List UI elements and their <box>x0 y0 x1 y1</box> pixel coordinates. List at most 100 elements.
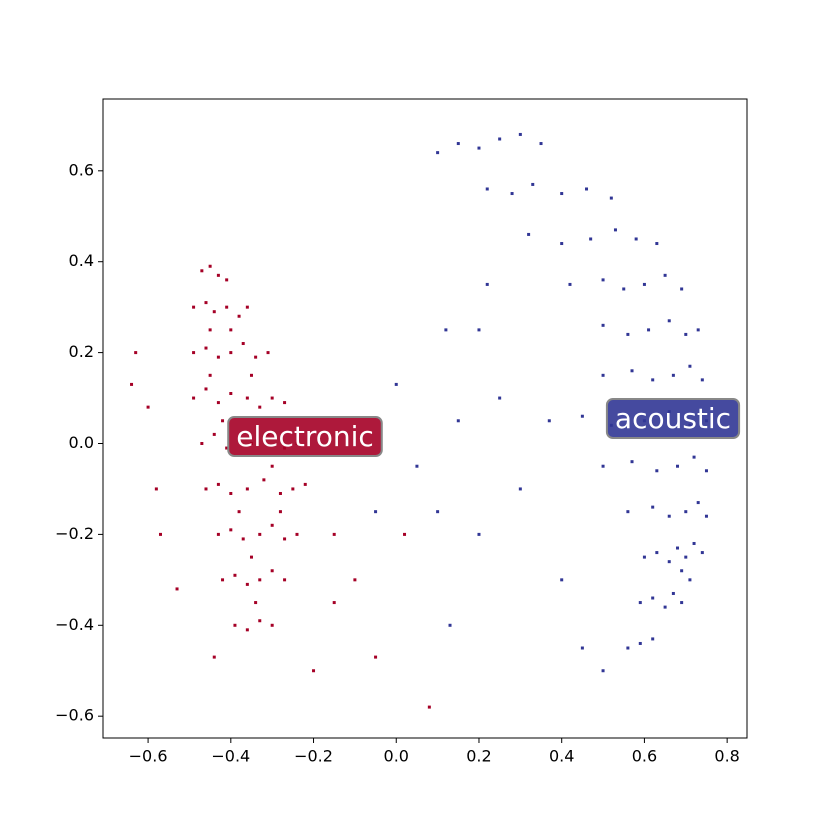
point <box>671 373 675 377</box>
point <box>229 528 233 532</box>
point <box>655 551 659 555</box>
point <box>216 532 220 536</box>
point <box>283 401 287 405</box>
point <box>560 578 564 582</box>
point <box>229 491 233 495</box>
point <box>638 601 642 605</box>
point <box>245 396 249 400</box>
point <box>283 537 287 541</box>
annotation-label: acoustic <box>615 402 731 435</box>
point <box>589 237 593 241</box>
point <box>216 355 220 359</box>
point <box>262 478 266 482</box>
x-tick-label: −0.6 <box>129 747 168 766</box>
point <box>233 623 237 627</box>
point <box>601 464 605 468</box>
point <box>134 351 138 355</box>
point <box>510 192 514 196</box>
point <box>667 319 671 323</box>
point <box>601 669 605 673</box>
x-tick-label: 0.6 <box>632 747 657 766</box>
point <box>245 487 249 491</box>
point <box>704 469 708 473</box>
x-tick-label: −0.4 <box>211 747 250 766</box>
point <box>642 282 646 286</box>
point <box>692 541 696 545</box>
point <box>436 151 440 155</box>
point <box>291 487 295 491</box>
point <box>245 582 249 586</box>
point <box>208 328 212 332</box>
point <box>245 305 249 309</box>
x-tick-label: 0.4 <box>549 747 574 766</box>
x-tick-label: 0.8 <box>714 747 739 766</box>
point <box>680 287 684 291</box>
point <box>403 532 407 536</box>
point <box>241 342 245 346</box>
point <box>444 328 448 332</box>
point <box>130 382 134 386</box>
point <box>295 532 299 536</box>
point <box>249 373 253 377</box>
point <box>394 382 398 386</box>
point <box>692 455 696 459</box>
annotation: electronic <box>227 416 383 457</box>
point <box>601 278 605 282</box>
point <box>547 419 551 423</box>
point <box>613 228 617 232</box>
point <box>192 305 196 309</box>
point <box>266 351 270 355</box>
x-tick-label: 0.0 <box>384 747 409 766</box>
point <box>704 514 708 518</box>
point <box>278 491 282 495</box>
point <box>427 705 431 709</box>
point <box>225 278 229 282</box>
point <box>146 405 150 409</box>
y-tick-label: −0.4 <box>55 615 94 634</box>
point <box>667 560 671 564</box>
point <box>278 510 282 514</box>
point <box>642 555 646 559</box>
point <box>663 605 667 609</box>
point <box>676 464 680 468</box>
point <box>229 328 233 332</box>
x-tick-label: −0.2 <box>294 747 333 766</box>
point <box>212 310 216 314</box>
point <box>684 555 688 559</box>
point <box>531 182 535 186</box>
point <box>254 355 258 359</box>
y-tick-label: 0.6 <box>69 160 94 179</box>
point <box>158 532 162 536</box>
point <box>527 232 531 236</box>
point <box>216 482 220 486</box>
point <box>374 510 378 514</box>
point <box>175 587 179 591</box>
point <box>258 405 262 409</box>
point <box>485 187 489 191</box>
point <box>634 237 638 241</box>
point <box>270 396 274 400</box>
point <box>684 510 688 514</box>
point <box>651 505 655 509</box>
point <box>560 242 564 246</box>
point <box>258 619 262 623</box>
point <box>601 323 605 327</box>
point <box>229 351 233 355</box>
point <box>154 487 158 491</box>
point <box>456 419 460 423</box>
point <box>374 655 378 659</box>
point <box>192 351 196 355</box>
point <box>270 623 274 627</box>
point <box>208 373 212 377</box>
point <box>696 501 700 505</box>
point <box>626 646 630 650</box>
point <box>229 392 233 396</box>
point <box>609 196 613 200</box>
point <box>237 314 241 318</box>
point <box>200 269 204 273</box>
point <box>477 146 481 150</box>
point <box>585 187 589 191</box>
point <box>353 578 357 582</box>
annotation: acoustic <box>605 398 741 439</box>
